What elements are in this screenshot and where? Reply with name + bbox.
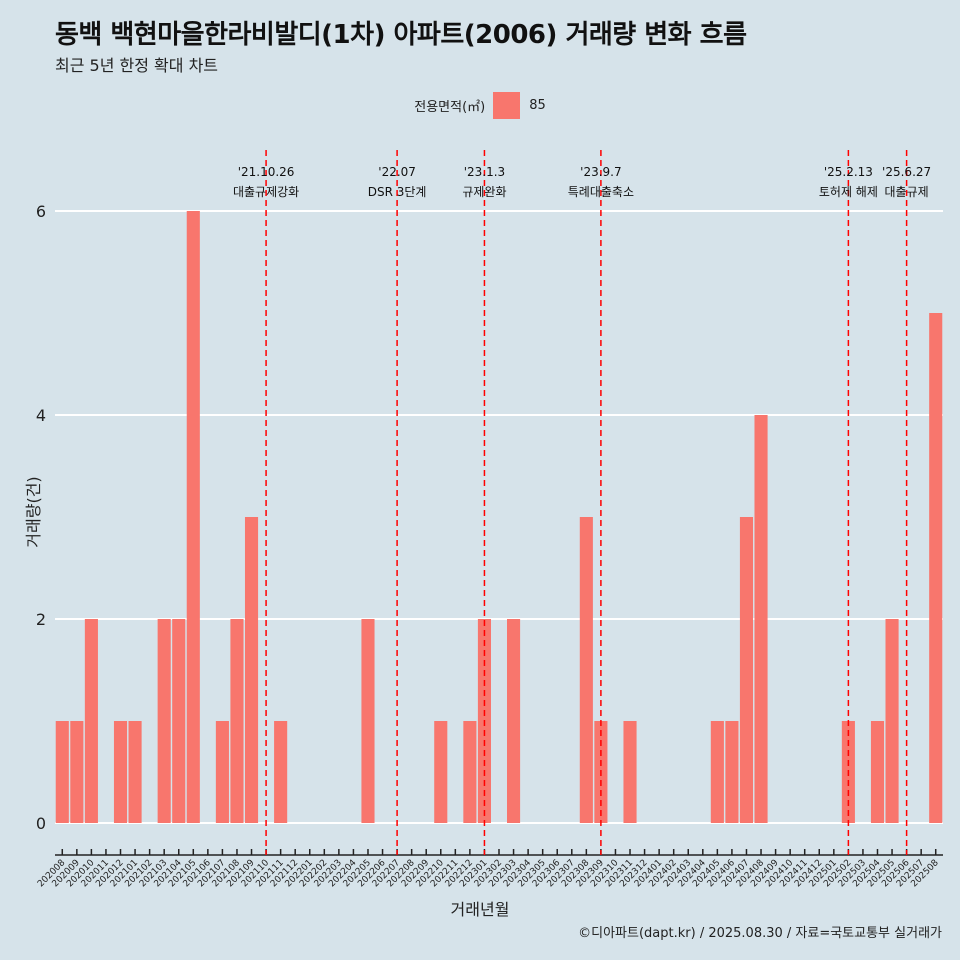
- bar: [725, 721, 739, 823]
- bar: [274, 721, 288, 823]
- y-axis-label: 거래량(건): [24, 476, 43, 548]
- bar: [870, 721, 885, 823]
- event-name-label: 토허제 해제: [819, 185, 878, 199]
- bar: [128, 721, 142, 823]
- source-caption: ©디아파트(dapt.kr) / 2025.08.30 / 자료=국토교통부 실…: [578, 926, 942, 941]
- chart-title: 동백 백현마을한라비발디(1차) 아파트(2006) 거래량 변화 흐름: [55, 20, 747, 50]
- legend-item-label: 85: [529, 98, 546, 113]
- event-name-label: 규제완화: [462, 185, 506, 199]
- event-date-label: '21.10.26: [238, 165, 295, 179]
- bar: [739, 517, 754, 823]
- event-name-label: 대출규제강화: [233, 185, 299, 199]
- bar: [186, 211, 200, 823]
- bar: [244, 517, 259, 823]
- bar: [434, 721, 448, 823]
- y-tick-label: 2: [36, 610, 46, 629]
- event-date-label: '23.1.3: [464, 165, 505, 179]
- bar: [230, 619, 244, 823]
- bar: [929, 313, 943, 823]
- bar: [710, 721, 724, 823]
- x-axis-label: 거래년월: [450, 900, 510, 919]
- event-date-label: '25.2.13: [824, 165, 873, 179]
- event-date-label: '22.07: [378, 165, 416, 179]
- bar: [55, 721, 69, 823]
- bar: [579, 517, 593, 823]
- legend-title: 전용면적(㎡): [414, 100, 486, 115]
- bar: [172, 619, 186, 823]
- bar: [361, 619, 375, 823]
- bar: [754, 415, 768, 823]
- event-date-label: '25.6.27: [882, 165, 931, 179]
- y-tick-label: 4: [36, 406, 46, 425]
- bar: [157, 619, 171, 823]
- y-tick-label: 6: [36, 202, 46, 221]
- bar: [70, 721, 84, 823]
- bar: [84, 619, 98, 823]
- bar: [885, 619, 899, 823]
- event-name-label: DSR 3단계: [368, 185, 427, 199]
- bar: [507, 619, 521, 823]
- event-date-label: '23.9.7: [580, 165, 621, 179]
- y-tick-label: 0: [36, 814, 46, 833]
- chart-subtitle: 최근 5년 한정 확대 차트: [55, 56, 219, 75]
- event-name-label: 특례대출축소: [568, 185, 634, 199]
- legend: 전용면적(㎡) 85: [0, 92, 960, 119]
- bar: [623, 721, 637, 823]
- event-name-label: 대출규제: [885, 185, 929, 199]
- legend-swatch: [493, 92, 521, 119]
- bar: [215, 721, 229, 823]
- bar: [463, 721, 477, 823]
- bar: [113, 721, 128, 823]
